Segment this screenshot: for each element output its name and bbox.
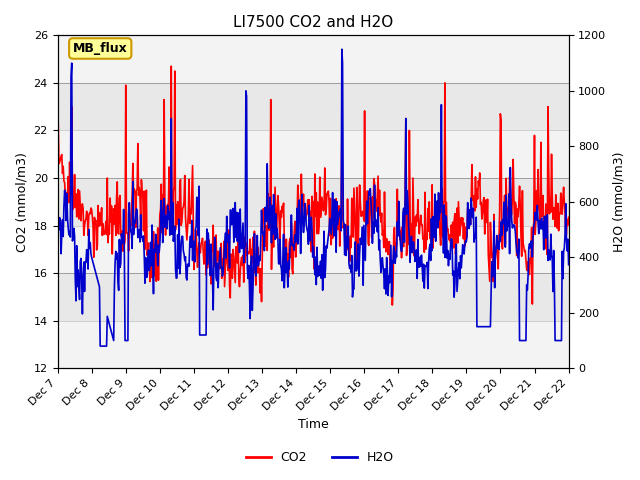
Bar [58,226,568,273]
Title: LI7500 CO2 and H2O: LI7500 CO2 and H2O [233,15,393,30]
Legend: CO2, H2O: CO2, H2O [241,446,399,469]
Bar [58,321,568,368]
Y-axis label: H2O (mmol/m3): H2O (mmol/m3) [612,152,625,252]
Bar [58,131,568,178]
X-axis label: Time: Time [298,419,328,432]
Y-axis label: CO2 (mmol/m3): CO2 (mmol/m3) [15,152,28,252]
Text: MB_flux: MB_flux [73,42,127,55]
Bar [58,36,568,83]
